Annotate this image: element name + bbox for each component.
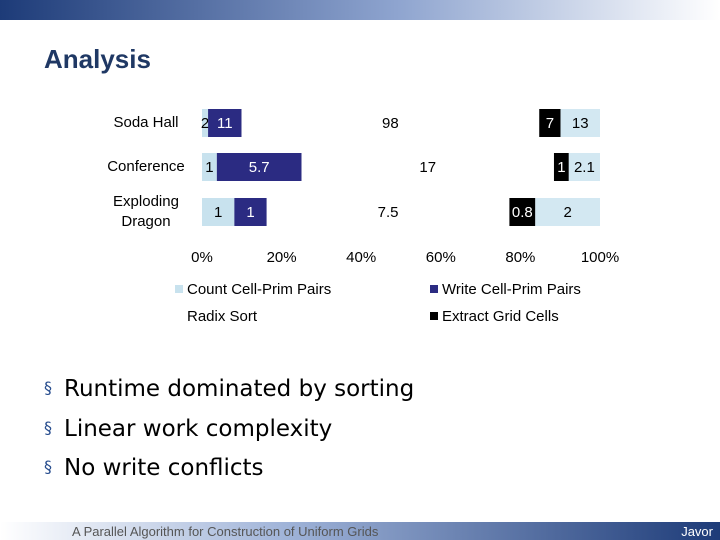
legend-label: Write Cell-Prim Pairs: [442, 281, 581, 298]
bar-segment: [216, 153, 302, 181]
bullet-text: No write conflicts: [64, 455, 264, 481]
data-label: 98: [382, 115, 399, 132]
bar-segment: [553, 153, 569, 181]
slide-title: Analysis: [44, 44, 151, 74]
bar-segment: [234, 198, 267, 226]
bullet: § Linear work complexity: [44, 416, 333, 442]
data-label: 5.7: [249, 159, 270, 176]
data-label: 1: [246, 204, 254, 221]
bullet-text: Runtime dominated by sorting: [64, 376, 415, 402]
bar-segment: [539, 109, 561, 137]
legend-marker: [430, 312, 438, 320]
bar-segment: [568, 153, 600, 181]
x-tick-label: 40%: [346, 249, 376, 266]
bar-segment: [241, 109, 540, 137]
data-label: 2: [201, 115, 209, 132]
category-label: Conference: [107, 158, 185, 175]
x-tick-label: 80%: [505, 249, 535, 266]
data-label: 2.1: [574, 159, 595, 176]
data-label: 7: [546, 115, 554, 132]
bullet-text: Linear work complexity: [64, 416, 333, 442]
bottom-bar: [0, 522, 720, 540]
data-label: 1: [205, 159, 213, 176]
data-label: 2: [563, 204, 571, 221]
legend-marker: [175, 285, 183, 293]
data-label: 7.5: [378, 204, 399, 221]
bar-segment: [535, 198, 600, 226]
x-tick-label: 0%: [191, 249, 213, 266]
data-label: 0.8: [512, 204, 533, 221]
data-label: 11: [217, 115, 233, 132]
data-label: 1: [214, 204, 222, 221]
data-label: 17: [419, 159, 436, 176]
bar-segment: [266, 198, 510, 226]
bar-segment: [202, 198, 235, 226]
data-label: 13: [572, 115, 589, 132]
legend-label: Extract Grid Cells: [442, 308, 559, 325]
bar-segment: [202, 153, 217, 181]
bullet: § Runtime dominated by sorting: [44, 376, 415, 402]
bar-segment: [509, 198, 536, 226]
data-label: 1: [557, 159, 565, 176]
x-tick-label: 60%: [426, 249, 456, 266]
bar-segment: [202, 109, 209, 137]
x-tick-label: 20%: [267, 249, 297, 266]
category-label: Exploding Dragon: [113, 193, 179, 230]
top-bar: [0, 0, 720, 20]
footer-author: Javor: [681, 524, 713, 539]
footer-text: A Parallel Algorithm for Construction of…: [72, 524, 379, 539]
bullet: § No write conflicts: [44, 455, 264, 481]
bar-segment: [560, 109, 600, 137]
legend-marker: [175, 312, 183, 320]
legend-label: Count Cell-Prim Pairs: [187, 281, 331, 298]
legend-marker: [430, 285, 438, 293]
category-label: Soda Hall: [113, 114, 179, 131]
x-tick-label: 100%: [581, 249, 619, 266]
bar-segment: [208, 109, 242, 137]
bar-segment: [301, 153, 554, 181]
legend-label: Radix Sort: [187, 308, 258, 325]
